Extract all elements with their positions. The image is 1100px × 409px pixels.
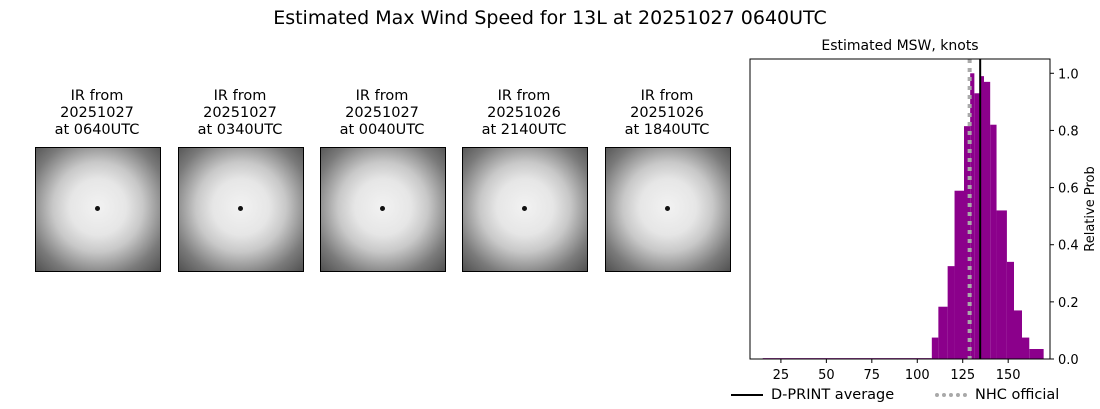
caption-line: at 0340UTC — [197, 122, 283, 138]
caption-line: 20251026 — [487, 105, 561, 121]
histogram-bar — [964, 126, 971, 360]
histogram-bar — [1029, 349, 1044, 359]
chart-title: Estimated MSW, knots — [821, 38, 978, 54]
caption-line: at 1840UTC — [624, 122, 710, 138]
caption-line: 20251027 — [345, 105, 419, 121]
thumbnail-caption: IR from 20251027 at 0040UTC — [319, 88, 445, 139]
y-tick-label: 0.4 — [1058, 239, 1079, 254]
x-tick-label: 100 — [905, 368, 930, 383]
thumbnail-caption: IR from 20251026 at 1840UTC — [604, 88, 730, 139]
thumbnail-caption: IR from 20251027 at 0640UTC — [34, 88, 160, 139]
nhc-line-swatch — [935, 393, 967, 397]
ir-satellite-image — [462, 147, 588, 272]
histogram-bar — [980, 76, 984, 360]
histogram-bar — [974, 93, 981, 360]
legend-dprint: D-PRINT average — [731, 387, 894, 403]
ir-satellite-image — [605, 147, 731, 272]
figure-title: Estimated Max Wind Speed for 13L at 2025… — [273, 7, 827, 29]
histogram-bar — [970, 73, 975, 360]
y-tick-label: 1.0 — [1058, 67, 1079, 82]
histogram-bar — [954, 190, 964, 359]
caption-line: IR from — [640, 88, 694, 104]
caption-line: IR from — [213, 88, 267, 104]
y-axis-label: Relative Prob — [1083, 166, 1098, 251]
histogram-bar — [947, 266, 955, 359]
y-tick-label: 0.2 — [1058, 296, 1079, 311]
storm-eye — [522, 206, 527, 211]
histogram-bar — [1006, 261, 1014, 359]
storm-eye — [238, 206, 243, 211]
histogram-bar — [938, 306, 948, 359]
caption-line: 20251027 — [203, 105, 277, 121]
caption-line: 20251026 — [630, 105, 704, 121]
y-tick-label: 0.8 — [1058, 124, 1079, 139]
ir-satellite-image — [35, 147, 161, 272]
storm-eye — [95, 206, 100, 211]
storm-eye — [665, 206, 670, 211]
histogram-bar — [1022, 337, 1030, 359]
plot-frame — [749, 58, 1051, 360]
x-tick-label: 125 — [950, 368, 975, 383]
dprint-line-swatch — [731, 394, 763, 396]
legend-nhc-label: NHC official — [975, 387, 1060, 403]
histogram-bar — [1014, 310, 1022, 359]
caption-line: 20251027 — [60, 105, 134, 121]
caption-line: IR from — [497, 88, 551, 104]
caption-line: at 0640UTC — [54, 122, 140, 138]
histogram-bar — [931, 337, 939, 359]
histogram-bar — [990, 124, 997, 359]
y-tick-label: 0.0 — [1058, 353, 1079, 368]
storm-eye — [380, 206, 385, 211]
caption-line: IR from — [355, 88, 409, 104]
x-tick-label: 75 — [864, 368, 881, 383]
x-tick-label: 150 — [996, 368, 1021, 383]
caption-line: at 2140UTC — [481, 122, 567, 138]
x-tick-label: 25 — [773, 368, 790, 383]
thumbnail-caption: IR from 20251026 at 2140UTC — [461, 88, 587, 139]
thumbnail-caption: IR from 20251027 at 0340UTC — [177, 88, 303, 139]
histogram-bar — [984, 81, 991, 359]
ir-satellite-image — [178, 147, 304, 272]
y-tick-label: 0.6 — [1058, 182, 1079, 197]
x-tick-label: 50 — [818, 368, 835, 383]
caption-line: IR from — [70, 88, 124, 104]
ir-satellite-image — [320, 147, 446, 272]
legend-nhc: NHC official — [935, 387, 1059, 403]
caption-line: at 0040UTC — [339, 122, 425, 138]
histogram-bar — [996, 210, 1007, 359]
legend-dprint-label: D-PRINT average — [771, 387, 895, 403]
